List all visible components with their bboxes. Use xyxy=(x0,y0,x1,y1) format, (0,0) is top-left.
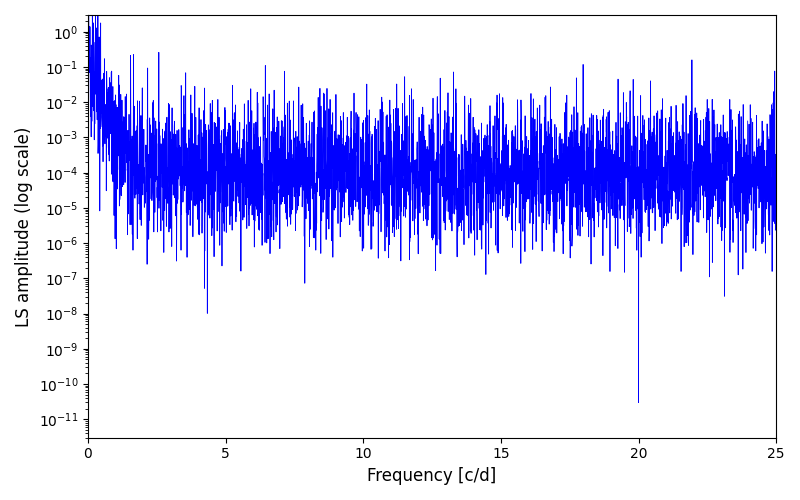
X-axis label: Frequency [c/d]: Frequency [c/d] xyxy=(367,467,497,485)
Y-axis label: LS amplitude (log scale): LS amplitude (log scale) xyxy=(15,126,33,326)
